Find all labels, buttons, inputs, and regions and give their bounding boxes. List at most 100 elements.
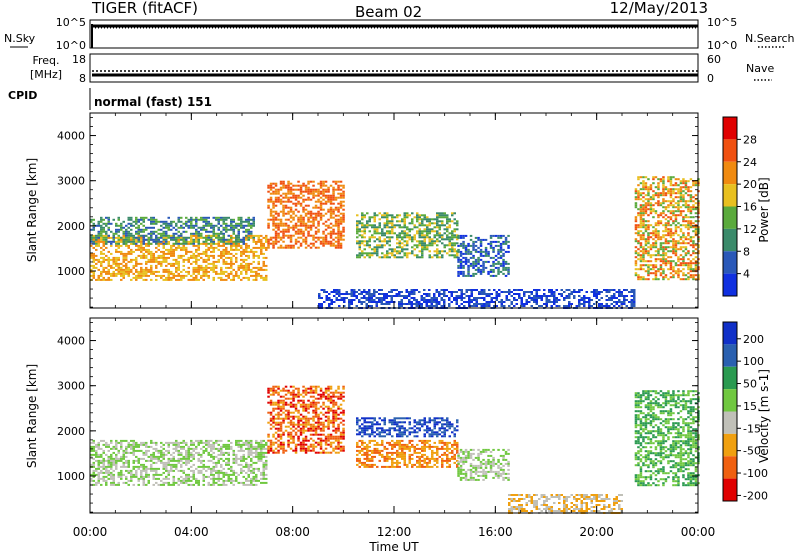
power-echo-cell (378, 238, 381, 241)
power-echo-cell (297, 194, 300, 197)
power-echo-cell (474, 258, 478, 261)
power-echo-cell (125, 262, 128, 265)
power-echo-cell (252, 236, 255, 239)
power-echo-cell (320, 305, 323, 307)
power-echo-cell (525, 299, 528, 301)
power-echo-cell (441, 214, 444, 217)
power-echo-cell (550, 293, 553, 295)
power-echo-cell (245, 242, 248, 245)
power-echo-cell (535, 293, 538, 295)
power-echo-cell (383, 293, 386, 295)
power-echo-cell (97, 276, 100, 279)
power-echo-cell (647, 250, 650, 253)
power-echo-cell (381, 244, 384, 247)
power-echo-cell (358, 246, 361, 249)
power-echo-cell (677, 184, 680, 187)
nave-tick-top: 60 (707, 53, 721, 66)
power-echo-cell (393, 248, 396, 251)
power-echo-cell (423, 248, 426, 251)
velocity-echo-cell (217, 469, 220, 472)
power-echo-cell (639, 188, 643, 191)
power-echo-cell (135, 276, 138, 279)
power-echo-cell (408, 295, 411, 297)
power-echo-cell (639, 250, 643, 253)
power-echo-cell (498, 295, 501, 297)
power-echo-cell (207, 270, 210, 273)
velocity-echo-cell (97, 447, 100, 450)
power-echo-cell (408, 236, 411, 239)
velocity-echo-cell (200, 447, 203, 450)
power-echo-cell (388, 301, 391, 303)
power-echo-cell (332, 202, 335, 205)
power-echo-cell (105, 238, 108, 241)
power-echo-cell (142, 238, 145, 241)
velocity-echo-cell (160, 483, 163, 486)
power-echo-cell (684, 236, 688, 239)
power-echo-cell (677, 214, 680, 217)
power-echo-cell (302, 208, 305, 211)
power-echo-cell (252, 224, 255, 227)
velocity-echo-cell (112, 473, 115, 476)
power-echo-cell (162, 260, 165, 263)
velocity-echo-cell (117, 471, 120, 474)
power-echo-cell (470, 299, 473, 301)
power-echo-cell (304, 198, 308, 201)
power-echo-cell (187, 260, 190, 263)
power-echo-cell (232, 224, 235, 227)
power-echo-cell (396, 246, 399, 249)
power-echo-cell (580, 303, 583, 305)
power-echo-cell (401, 236, 404, 239)
power-echo-cell (605, 289, 608, 291)
power-echo-cell (130, 250, 133, 253)
velocity-echo-cell (150, 445, 153, 448)
power-echo-cell (277, 246, 280, 249)
power-echo-cell (165, 264, 168, 267)
power-echo-cell (337, 224, 340, 227)
power-echo-cell (436, 234, 439, 237)
power-echo-cell (659, 268, 663, 271)
power-echo-cell (160, 274, 163, 277)
power-echo-cell (242, 250, 245, 253)
power-echo-cell (475, 303, 478, 305)
power-echo-cell (170, 250, 173, 253)
power-echo-cell (350, 301, 353, 303)
power-echo-cell (694, 194, 698, 197)
power-echo-cell (613, 297, 616, 299)
power-echo-cell (639, 220, 643, 223)
power-echo-cell (463, 293, 466, 295)
power-echo-cell (292, 216, 295, 219)
power-echo-cell (339, 222, 343, 225)
power-echo-cell (426, 228, 429, 231)
power-echo-cell (482, 262, 485, 265)
power-echo-cell (314, 200, 318, 203)
power-echo-cell (674, 226, 678, 229)
power-echo-cell (413, 297, 416, 299)
velocity-echo-cell (102, 475, 105, 478)
power-echo-cell (177, 260, 180, 263)
power-echo-cell (167, 228, 170, 231)
power-echo-cell (637, 278, 640, 281)
velocity-echo-cell (107, 473, 110, 476)
power-echo-cell (192, 238, 195, 241)
power-echo-cell (428, 293, 431, 295)
power-echo-cell (180, 238, 183, 241)
power-echo-cell (639, 268, 643, 271)
power-echo-cell (95, 254, 98, 257)
velocity-echo-cell (220, 477, 223, 480)
velocity-echo-cell (197, 441, 200, 444)
power-echo-cell (371, 216, 374, 219)
power-echo-cell (373, 214, 376, 217)
power-echo-cell (182, 274, 185, 277)
power-echo-cell (122, 270, 125, 273)
power-echo-cell (433, 226, 436, 229)
power-echo-cell (327, 188, 330, 191)
power-echo-cell (217, 276, 220, 279)
power-echo-cell (100, 264, 103, 267)
power-echo-cell (232, 276, 235, 279)
power-echo-cell (436, 216, 439, 219)
velocity-echo-cell (190, 469, 193, 472)
power-echo-cell (137, 270, 140, 273)
power-echo-cell (157, 240, 160, 243)
power-echo-cell (299, 214, 303, 217)
power-echo-cell (132, 240, 135, 243)
